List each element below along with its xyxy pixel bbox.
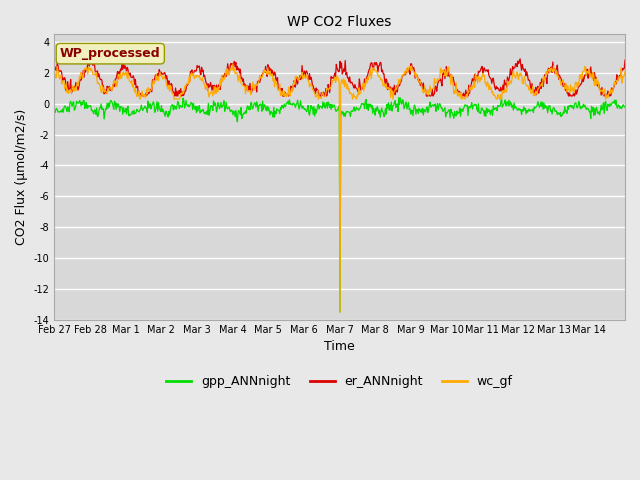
er_ANNnight [139, 93, 147, 99]
gpp_ANNnight [272, 111, 280, 117]
wc_gf [229, 61, 237, 67]
er_ANNnight [621, 57, 629, 63]
wc_gf [432, 80, 440, 85]
gpp_ANNnight [399, 98, 407, 104]
er_ANNnight [431, 83, 439, 89]
Line: wc_gf: wc_gf [54, 64, 625, 312]
gpp_ANNnight [336, 309, 344, 315]
wc_gf [117, 76, 125, 82]
gpp_ANNnight [498, 94, 506, 100]
er_ANNnight [51, 66, 58, 72]
Line: gpp_ANNnight: gpp_ANNnight [54, 97, 625, 312]
er_ANNnight [273, 76, 280, 82]
Y-axis label: CO2 Flux (μmol/m2/s): CO2 Flux (μmol/m2/s) [15, 109, 28, 245]
er_ANNnight [117, 67, 125, 73]
gpp_ANNnight [222, 99, 230, 105]
wc_gf [222, 67, 230, 72]
Title: WP CO2 Fluxes: WP CO2 Fluxes [287, 15, 392, 29]
gpp_ANNnight [431, 101, 439, 107]
wc_gf [621, 69, 629, 74]
wc_gf [336, 309, 344, 315]
Text: WP_processed: WP_processed [60, 47, 161, 60]
X-axis label: Time: Time [324, 340, 355, 353]
gpp_ANNnight [117, 104, 125, 110]
er_ANNnight [516, 56, 524, 61]
Line: er_ANNnight: er_ANNnight [54, 59, 625, 96]
wc_gf [252, 85, 259, 91]
wc_gf [51, 71, 58, 77]
wc_gf [273, 82, 280, 87]
wc_gf [400, 72, 408, 78]
gpp_ANNnight [621, 104, 629, 109]
er_ANNnight [399, 72, 407, 78]
Legend: gpp_ANNnight, er_ANNnight, wc_gf: gpp_ANNnight, er_ANNnight, wc_gf [161, 371, 518, 394]
gpp_ANNnight [51, 105, 58, 111]
er_ANNnight [223, 70, 231, 76]
er_ANNnight [252, 82, 259, 88]
gpp_ANNnight [251, 100, 259, 106]
